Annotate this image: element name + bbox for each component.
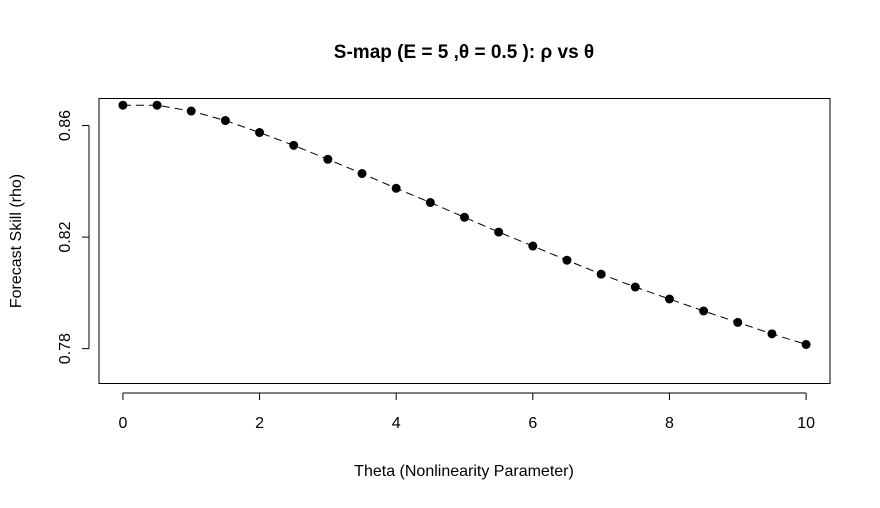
x-axis-label: Theta (Nonlinearity Parameter)	[354, 463, 574, 480]
x-tick-label: 0	[118, 415, 127, 432]
data-point	[767, 329, 777, 339]
data-point	[152, 100, 162, 110]
data-point	[664, 294, 674, 304]
y-axis-label: Forecast Skill (rho)	[8, 174, 25, 308]
chart-title: S-map (E = 5 ,θ = 0.5 ): ρ vs θ	[334, 42, 594, 63]
x-tick-label: 10	[797, 415, 815, 432]
x-tick-label: 4	[392, 415, 401, 432]
data-point	[460, 212, 469, 222]
x-tick-label: 8	[665, 415, 674, 432]
data-point	[357, 169, 367, 179]
y-tick-label: 0.78	[57, 333, 74, 364]
data-point	[528, 241, 538, 251]
data-point	[255, 128, 265, 138]
data-point	[289, 140, 299, 150]
series-layer	[118, 100, 811, 349]
y-tick-label: 0.86	[57, 110, 74, 141]
x-axis: 0 2 4 6 8 10	[118, 392, 815, 432]
data-point	[323, 154, 333, 164]
y-axis: 0.78 0.82 0.86	[57, 110, 90, 364]
data-point	[494, 227, 504, 237]
data-point	[596, 269, 606, 279]
data-point	[391, 183, 401, 193]
data-point	[118, 100, 128, 110]
data-point	[699, 306, 709, 316]
data-point	[220, 116, 230, 126]
y-tick-label: 0.82	[57, 221, 74, 252]
data-point	[801, 339, 811, 349]
data-point	[425, 198, 435, 208]
data-point	[186, 106, 196, 116]
plot-frame	[98, 98, 831, 384]
x-tick-label: 2	[255, 415, 264, 432]
x-tick-label: 6	[528, 415, 537, 432]
data-point	[562, 255, 572, 265]
data-point	[733, 317, 743, 327]
data-point	[630, 282, 640, 292]
